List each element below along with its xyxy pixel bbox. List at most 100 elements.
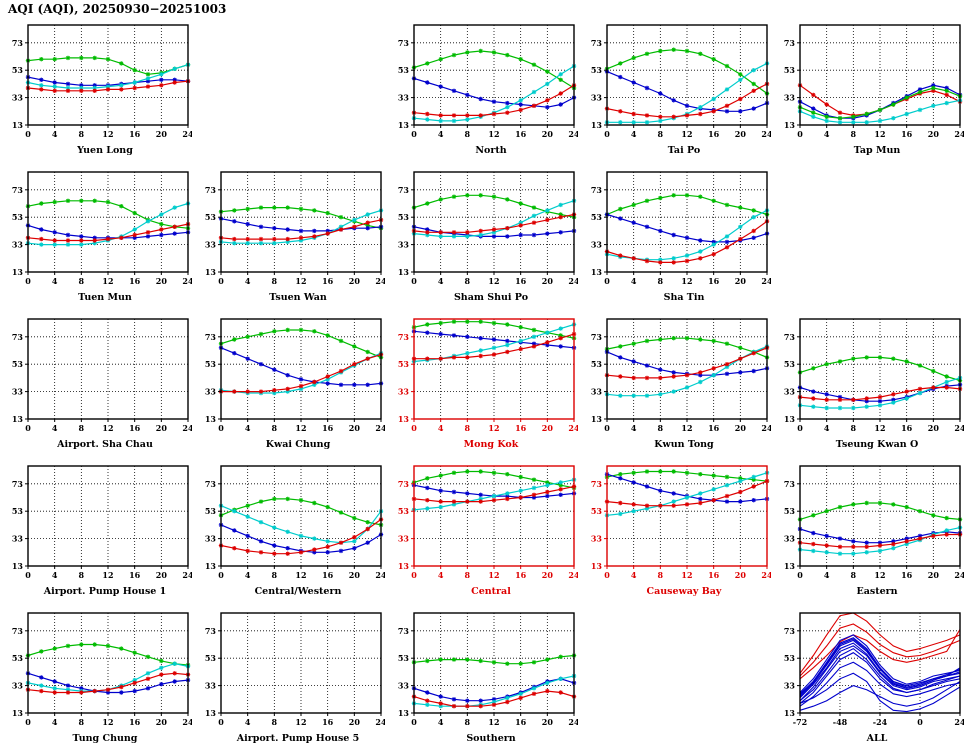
svg-text:8: 8 — [658, 423, 664, 433]
chart-panel-tseung-kwan-o: 0 4 8 12 16 20 24 13 33 53 73 Tseung Kwan O — [774, 312, 965, 459]
svg-text:8: 8 — [465, 570, 471, 580]
svg-text:0: 0 — [604, 423, 610, 433]
svg-text:8: 8 — [79, 129, 85, 139]
svg-text:53: 53 — [784, 65, 796, 75]
svg-text:20: 20 — [349, 276, 361, 286]
panel-title-tseung-kwan-o: Tseung Kwan O — [835, 439, 919, 450]
svg-text:24: 24 — [182, 717, 192, 727]
panel-plot-central: 0 4 8 12 16 20 24 13 33 53 73 — [398, 465, 578, 580]
svg-text:8: 8 — [465, 717, 471, 727]
svg-text:20: 20 — [928, 570, 940, 580]
svg-text:13: 13 — [12, 120, 24, 130]
svg-text:33: 33 — [398, 93, 410, 103]
svg-text:16: 16 — [708, 129, 720, 139]
svg-text:33: 33 — [591, 534, 603, 544]
panel-plot-airport-pump-house-1: 0 4 8 12 16 20 24 13 33 53 73 — [12, 465, 192, 580]
svg-text:24: 24 — [954, 717, 964, 727]
panel-title-north: North — [475, 145, 507, 156]
svg-text:16: 16 — [708, 276, 720, 286]
svg-text:53: 53 — [784, 506, 796, 516]
panel-title-eastern: Eastern — [856, 586, 898, 597]
svg-text:20: 20 — [156, 423, 168, 433]
svg-text:12: 12 — [102, 717, 113, 727]
panel-title-southern: Southern — [466, 733, 516, 744]
svg-text:16: 16 — [129, 423, 141, 433]
svg-text:24: 24 — [182, 570, 192, 580]
svg-text:12: 12 — [102, 129, 113, 139]
svg-text:13: 13 — [205, 561, 217, 571]
svg-text:13: 13 — [591, 414, 603, 424]
svg-text:24: 24 — [182, 423, 192, 433]
svg-text:4: 4 — [52, 129, 58, 139]
svg-text:13: 13 — [398, 120, 410, 130]
svg-text:12: 12 — [102, 423, 113, 433]
svg-text:53: 53 — [205, 653, 217, 663]
svg-text:12: 12 — [874, 423, 885, 433]
chart-panel-tai-po: 0 4 8 12 16 20 24 13 33 53 73 Tai Po — [581, 18, 774, 165]
panel-plot-all: -72 -48 -24 0 24 13 33 53 73 — [784, 612, 964, 727]
svg-text:73: 73 — [591, 332, 603, 342]
svg-text:20: 20 — [156, 717, 168, 727]
svg-text:0: 0 — [797, 129, 803, 139]
svg-text:53: 53 — [205, 212, 217, 222]
chart-panel-mong-kok: 0 4 8 12 16 20 24 13 33 53 73 Mong Kok — [388, 312, 581, 459]
svg-text:0: 0 — [797, 570, 803, 580]
svg-text:4: 4 — [245, 717, 251, 727]
svg-text:20: 20 — [928, 423, 940, 433]
svg-text:53: 53 — [12, 65, 24, 75]
svg-text:16: 16 — [129, 276, 141, 286]
panel-plot-tseung-kwan-o: 0 4 8 12 16 20 24 13 33 53 73 — [784, 318, 964, 433]
panel-plot-central-western: 0 4 8 12 16 20 24 13 33 53 73 — [205, 465, 385, 580]
chart-panel-causeway-bay: 0 4 8 12 16 20 24 13 33 53 73 Causeway Bay — [581, 459, 774, 606]
panel-plot-tung-chung: 0 4 8 12 16 20 24 13 33 53 73 — [12, 612, 192, 727]
chart-panel-yuen-long: 0 4 8 12 16 20 24 13 33 53 73 Yuen Long — [2, 18, 195, 165]
chart-panel-tuen-mun: 0 4 8 12 16 20 24 13 33 53 73 Tuen Mun — [2, 165, 195, 312]
chart-panel-airport-pump-house-5: 0 4 8 12 16 20 24 13 33 53 73 Airport. Pump House 5 — [195, 606, 388, 753]
svg-text:8: 8 — [851, 129, 857, 139]
svg-text:16: 16 — [129, 717, 141, 727]
svg-text:16: 16 — [901, 570, 913, 580]
svg-text:13: 13 — [591, 120, 603, 130]
svg-text:73: 73 — [205, 479, 217, 489]
svg-text:24: 24 — [182, 276, 192, 286]
figure-title: AQI (AQI), 20250930−20251003 — [8, 2, 227, 16]
svg-text:33: 33 — [784, 93, 796, 103]
svg-text:73: 73 — [784, 479, 796, 489]
svg-text:13: 13 — [591, 561, 603, 571]
svg-text:12: 12 — [488, 129, 499, 139]
svg-text:53: 53 — [591, 506, 603, 516]
svg-text:73: 73 — [398, 626, 410, 636]
svg-text:0: 0 — [218, 276, 224, 286]
svg-text:20: 20 — [735, 570, 747, 580]
svg-text:4: 4 — [245, 276, 251, 286]
svg-text:24: 24 — [761, 423, 771, 433]
svg-text:4: 4 — [245, 423, 251, 433]
svg-text:53: 53 — [12, 212, 24, 222]
svg-text:24: 24 — [182, 129, 192, 139]
panel-plot-mong-kok: 0 4 8 12 16 20 24 13 33 53 73 — [398, 318, 578, 433]
svg-text:16: 16 — [515, 423, 527, 433]
svg-text:12: 12 — [488, 423, 499, 433]
svg-text:53: 53 — [784, 359, 796, 369]
svg-text:0: 0 — [218, 570, 224, 580]
svg-text:24: 24 — [375, 717, 385, 727]
svg-text:73: 73 — [12, 185, 24, 195]
svg-text:-48: -48 — [833, 717, 848, 727]
svg-text:0: 0 — [25, 129, 31, 139]
svg-text:4: 4 — [245, 570, 251, 580]
svg-text:4: 4 — [438, 276, 444, 286]
svg-text:53: 53 — [591, 359, 603, 369]
svg-text:20: 20 — [542, 129, 554, 139]
panel-plot-kwun-tong: 0 4 8 12 16 20 24 13 33 53 73 — [591, 318, 771, 433]
svg-text:20: 20 — [156, 570, 168, 580]
svg-text:33: 33 — [12, 534, 24, 544]
svg-text:16: 16 — [322, 276, 334, 286]
svg-text:13: 13 — [398, 414, 410, 424]
chart-panel-central: 0 4 8 12 16 20 24 13 33 53 73 Central — [388, 459, 581, 606]
svg-text:20: 20 — [542, 276, 554, 286]
svg-text:8: 8 — [272, 570, 278, 580]
svg-text:12: 12 — [488, 570, 499, 580]
svg-text:33: 33 — [205, 240, 217, 250]
svg-text:8: 8 — [272, 423, 278, 433]
svg-text:12: 12 — [488, 717, 499, 727]
